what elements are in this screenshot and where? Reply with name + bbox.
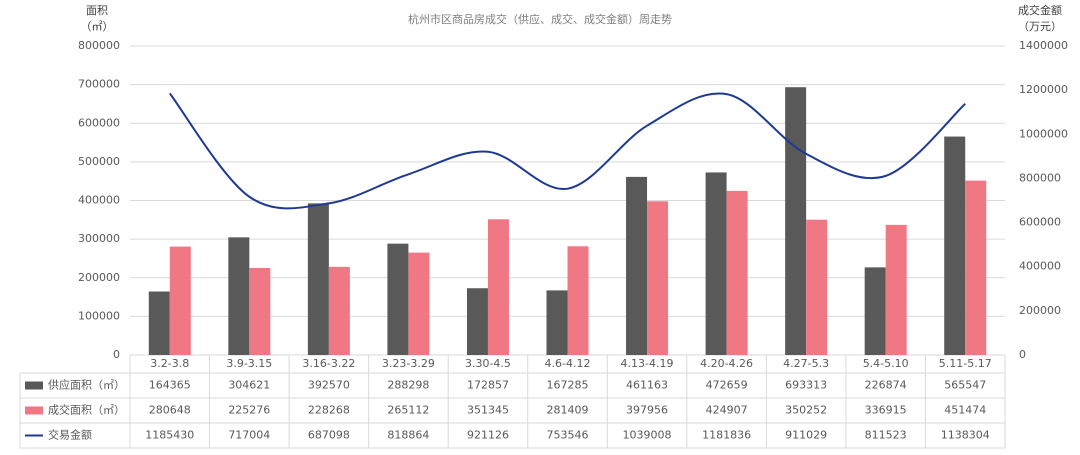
- y2-axis-label: 成交金额: [1018, 3, 1062, 17]
- table-cell: 228268: [308, 404, 350, 417]
- table-cell: 304621: [228, 379, 270, 392]
- bar: [705, 172, 727, 355]
- table-cell: 392570: [308, 379, 350, 392]
- table-cell: 753546: [547, 429, 589, 442]
- bar: [307, 203, 329, 355]
- bar: [169, 246, 191, 355]
- line: [168, 92, 966, 210]
- bar: [249, 267, 271, 355]
- table-cell: 565547: [944, 379, 986, 392]
- table-cell: 811523: [865, 429, 907, 442]
- bar: [647, 201, 669, 355]
- x-tick-label: 5.11-5.17: [939, 357, 992, 370]
- table-cell: 451474: [944, 404, 986, 417]
- y-tick-label: 600000: [78, 116, 120, 129]
- bar: [487, 219, 509, 355]
- y-tick-label: 500000: [78, 155, 120, 168]
- table-cell: 288298: [387, 379, 429, 392]
- bar: [228, 237, 250, 355]
- table-cell: 225276: [228, 404, 270, 417]
- table-cell: 350252: [785, 404, 827, 417]
- legend-label: 供应面积（㎡）: [48, 378, 125, 392]
- y-tick-label: 700000: [78, 78, 120, 91]
- bar: [806, 219, 828, 355]
- table-cell: 472659: [706, 379, 748, 392]
- bar: [944, 136, 966, 355]
- table-cell: 397956: [626, 404, 668, 417]
- bar: [864, 267, 886, 355]
- bar: [726, 190, 748, 355]
- table-cell: 911029: [785, 429, 827, 442]
- bar: [626, 176, 648, 355]
- table-cell: 424907: [706, 404, 748, 417]
- x-tick-label: 3.30-4.5: [465, 357, 511, 370]
- y-tick-label: 200000: [78, 271, 120, 284]
- legend-swatch: [25, 381, 43, 390]
- y2-tick-label: 600000: [1019, 216, 1061, 229]
- bar: [328, 266, 350, 355]
- table-cell: 687098: [308, 429, 350, 442]
- y-tick-label: 100000: [78, 309, 120, 322]
- x-tick-label: 3.2-3.8: [150, 357, 189, 370]
- bar: [567, 246, 589, 355]
- table-cell: 1185430: [145, 429, 194, 442]
- legend-swatch: [25, 406, 43, 415]
- table-cell: 818864: [387, 429, 429, 442]
- x-tick-label: 4.13-4.19: [621, 357, 674, 370]
- table-cell: 281409: [547, 404, 589, 417]
- x-tick-label: 4.20-4.26: [700, 357, 753, 370]
- bar: [885, 224, 907, 355]
- bar: [387, 243, 409, 355]
- y2-tick-label: 0: [1019, 348, 1026, 361]
- table-cell: 1181836: [702, 429, 751, 442]
- y-tick-label: 400000: [78, 194, 120, 207]
- table-cell: 226874: [865, 379, 907, 392]
- table-cell: 351345: [467, 404, 509, 417]
- y2-axis-label: （万元）: [1018, 20, 1062, 33]
- bar: [466, 288, 488, 355]
- table-cell: 1039008: [623, 429, 672, 442]
- table-cell: 167285: [547, 379, 589, 392]
- y-tick-label: 800000: [78, 39, 120, 52]
- bar: [148, 291, 170, 355]
- bar: [965, 180, 987, 355]
- y2-tick-label: 1000000: [1019, 127, 1068, 140]
- y-axis-label: 面积: [86, 4, 108, 17]
- y2-tick-label: 1400000: [1019, 39, 1068, 52]
- y-tick-label: 300000: [78, 232, 120, 245]
- bar: [408, 252, 430, 355]
- table-cell: 164365: [149, 379, 191, 392]
- bar: [785, 87, 807, 355]
- chart-title: 杭州市区商品房成交（供应、成交、成交金额）周走势: [408, 12, 672, 26]
- y-axis-label: （㎡）: [81, 20, 114, 33]
- legend-label: 交易金额: [48, 428, 92, 442]
- legend-label: 成交面积（㎡）: [48, 403, 125, 417]
- table-cell: 693313: [785, 379, 827, 392]
- x-tick-label: 4.6-4.12: [545, 357, 591, 370]
- table-cell: 280648: [149, 404, 191, 417]
- x-tick-label: 4.27-5.3: [783, 357, 829, 370]
- y2-tick-label: 400000: [1019, 260, 1061, 273]
- table-cell: 336915: [865, 404, 907, 417]
- table-cell: 265112: [387, 404, 429, 417]
- table-cell: 717004: [228, 429, 270, 442]
- x-tick-label: 3.16-3.22: [302, 357, 355, 370]
- bar: [546, 290, 568, 355]
- x-tick-label: 3.23-3.29: [382, 357, 435, 370]
- y-tick-label: 0: [113, 348, 120, 361]
- x-tick-label: 3.9-3.15: [226, 357, 272, 370]
- table-cell: 921126: [467, 429, 509, 442]
- y2-tick-label: 800000: [1019, 171, 1061, 184]
- x-tick-label: 5.4-5.10: [863, 357, 909, 370]
- table-cell: 1138304: [941, 429, 990, 442]
- table-cell: 172857: [467, 379, 509, 392]
- y2-tick-label: 1200000: [1019, 83, 1068, 96]
- y2-tick-label: 200000: [1019, 304, 1061, 317]
- table-cell: 461163: [626, 379, 668, 392]
